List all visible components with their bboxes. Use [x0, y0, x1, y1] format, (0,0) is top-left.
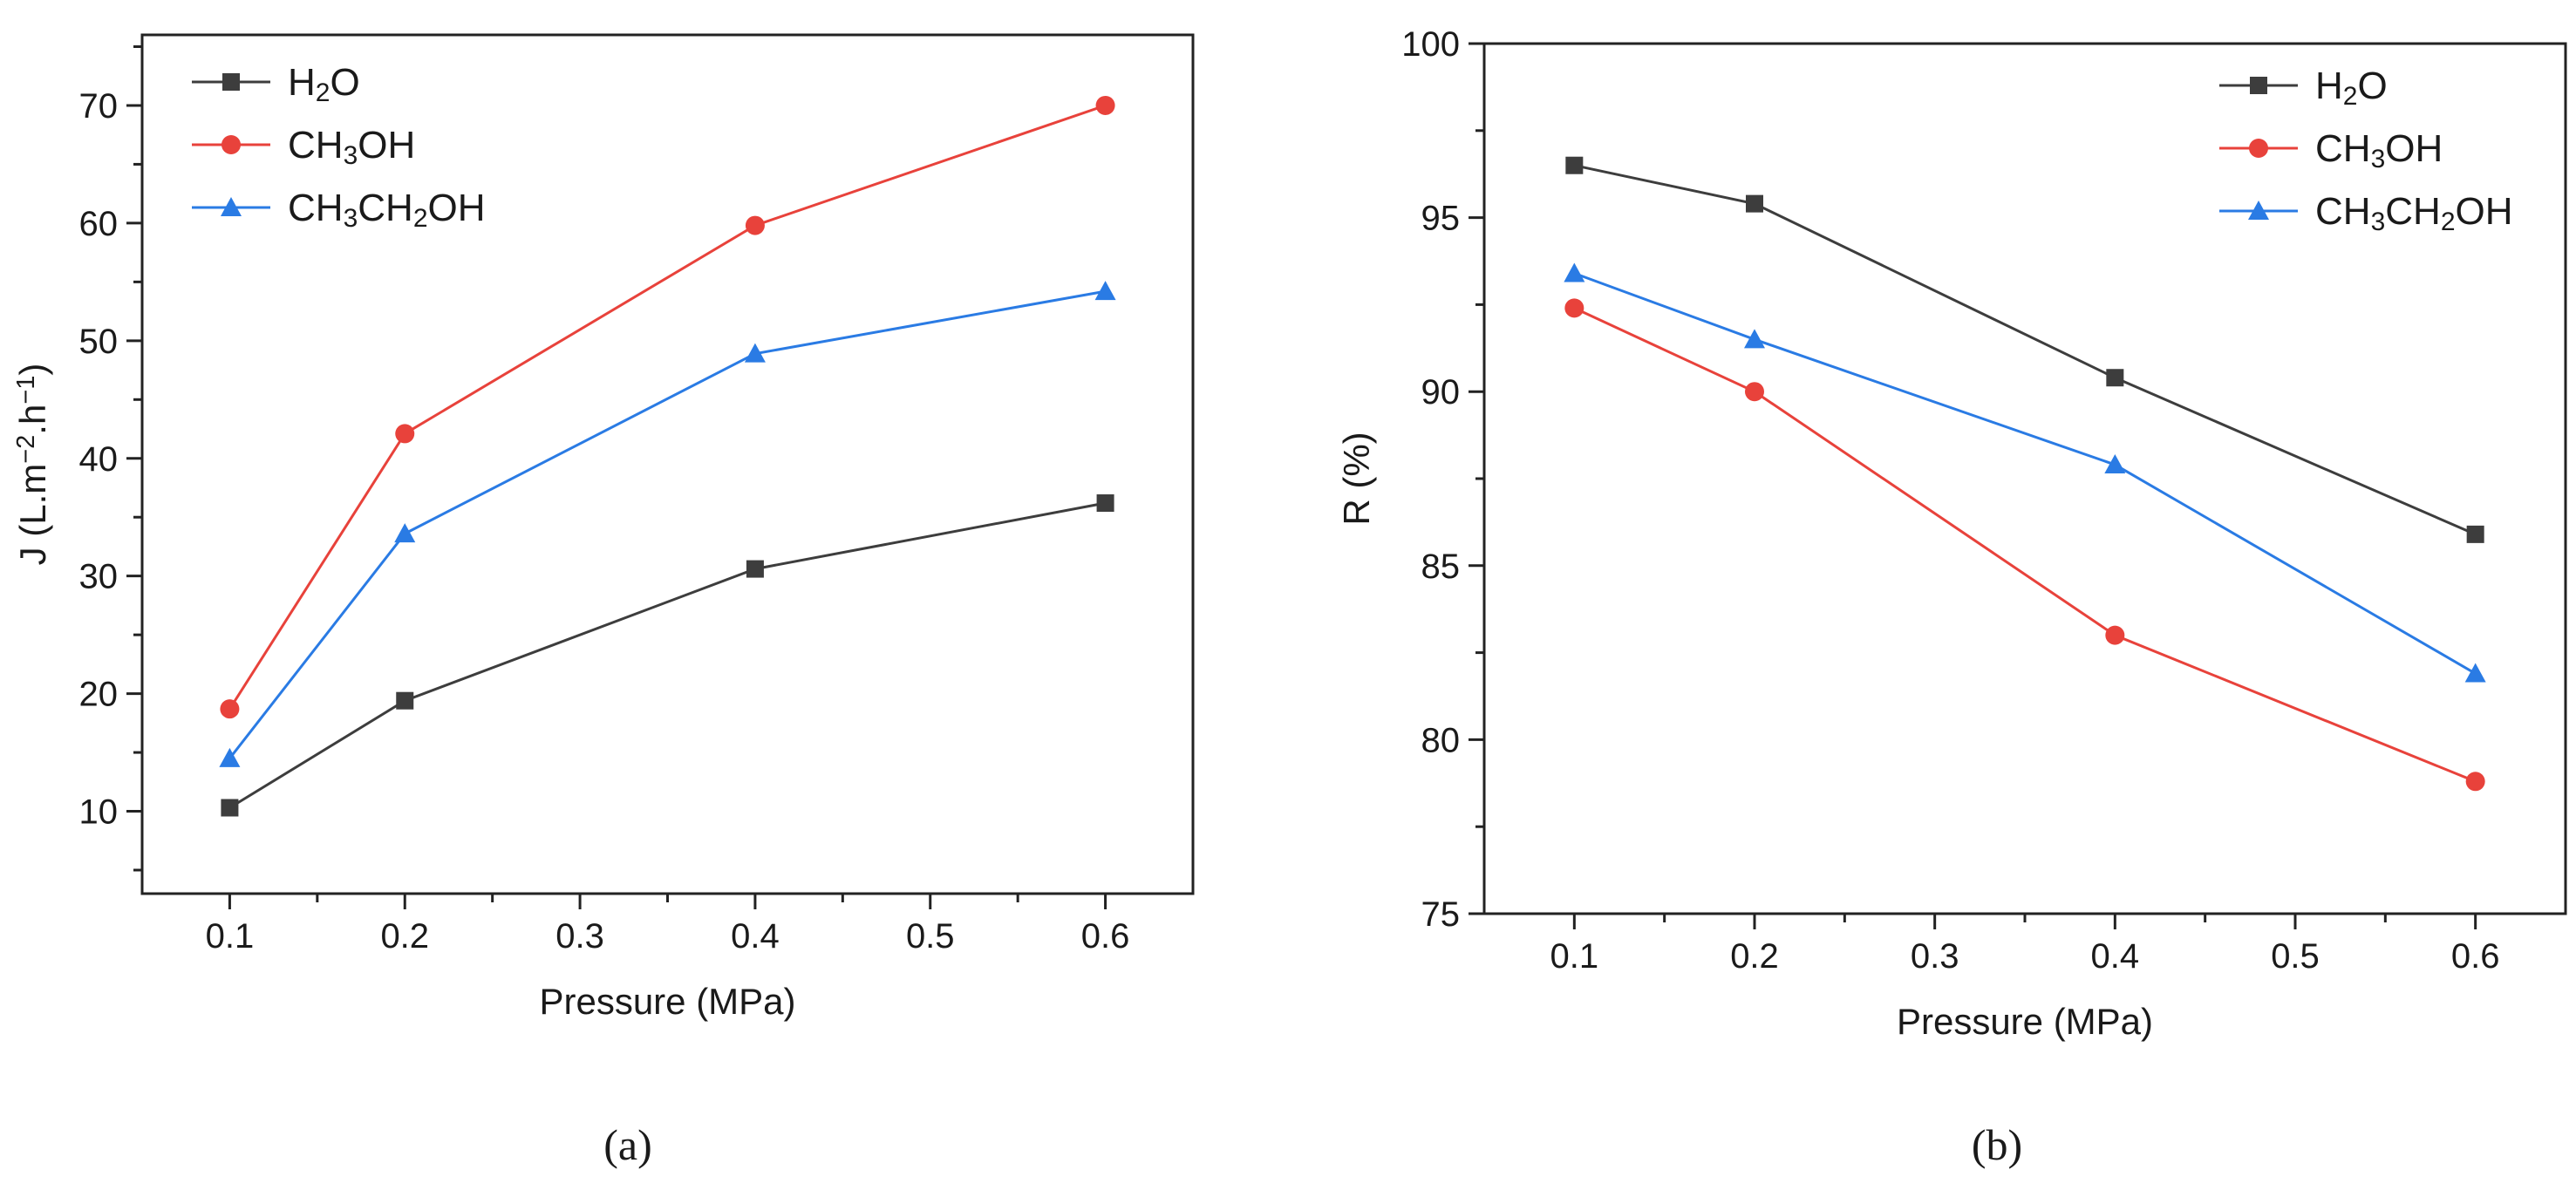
x-axis-title: Pressure (MPa) — [1897, 1001, 2153, 1042]
data-point — [219, 747, 241, 767]
legend-label: CH3OH — [2315, 127, 2443, 173]
data-point — [395, 424, 415, 444]
chart-panel-a: 0.1 0.2 0.3 0.4 0.5 0.6 10 20 30 40 50 60 70 H2O CH3OH… — [12, 33, 1195, 1169]
y-tick-label: 50 — [79, 323, 119, 361]
x-tick-label: 0.6 — [2451, 937, 2500, 976]
y-tick-label: 10 — [79, 793, 119, 832]
data-point — [220, 699, 240, 719]
legend-entry: H2O — [2219, 65, 2388, 111]
plot-frame — [1482, 42, 2567, 915]
y-tick-label: 90 — [1421, 373, 1461, 412]
y-tick-label: 20 — [79, 676, 119, 714]
x-tick-label: 0.6 — [1081, 917, 1130, 956]
legend-label: H2O — [2315, 65, 2388, 111]
y-tick-label: 75 — [1421, 895, 1461, 934]
data-point — [1744, 329, 1765, 349]
data-point — [745, 215, 765, 235]
data-point — [1564, 298, 1584, 318]
data-point — [746, 560, 764, 578]
chart-panel-b: 0.1 0.2 0.3 0.4 0.5 0.6 75 80 85 90 95 100 H2O CH3OH C… — [1336, 25, 2567, 1169]
legend-label: CH3CH2OH — [288, 187, 486, 233]
y-tick-label: 60 — [79, 205, 119, 243]
y-axis-title: R (%) — [1336, 432, 1377, 525]
data-point — [221, 799, 239, 817]
data-point — [1094, 281, 1116, 301]
x-tick-label: 0.5 — [906, 917, 955, 956]
y-tick-label: 70 — [79, 87, 119, 126]
y-tick-label: 85 — [1421, 548, 1461, 586]
x-tick-label: 0.5 — [2271, 937, 2320, 976]
x-tick-label: 0.3 — [1911, 937, 1959, 976]
data-point — [1564, 262, 1585, 282]
x-tick-label: 0.4 — [2091, 937, 2140, 976]
legend-label: H2O — [288, 61, 360, 107]
legend-label: CH3OH — [288, 124, 415, 170]
x-tick-label: 0.4 — [731, 917, 780, 956]
legend-marker — [2249, 139, 2268, 158]
x-tick-label: 0.3 — [555, 917, 604, 956]
series-line-2 — [1573, 307, 2477, 783]
data-point — [2106, 369, 2124, 387]
data-point — [1095, 95, 1115, 115]
legend-marker — [222, 73, 240, 91]
x-tick-label: 0.1 — [206, 917, 255, 956]
legend-marker — [2248, 201, 2269, 220]
x-tick-label: 0.1 — [1550, 937, 1599, 976]
series-line-2 — [228, 104, 1107, 710]
data-point — [2465, 772, 2485, 792]
data-point — [1746, 194, 1763, 213]
y-tick-label: 80 — [1421, 721, 1461, 759]
data-point — [1096, 494, 1114, 513]
y-tick-label: 40 — [79, 440, 119, 479]
series-line-3 — [228, 289, 1106, 759]
data-point — [396, 691, 414, 710]
data-point — [2466, 525, 2484, 543]
panel-label: (b) — [1972, 1120, 2022, 1169]
x-axis-title: Pressure (MPa) — [539, 981, 795, 1022]
y-tick-label: 95 — [1421, 200, 1461, 238]
data-point — [2104, 454, 2126, 474]
legend-marker — [221, 197, 242, 216]
data-point — [1745, 382, 1764, 402]
data-point — [1565, 156, 1584, 174]
y-tick-label: 100 — [1401, 25, 1460, 64]
panel-label: (a) — [603, 1120, 652, 1169]
legend-entry: CH3CH2OH — [192, 187, 486, 233]
legend-marker — [2250, 77, 2267, 94]
y-axis-title: J (L.m−2.h−1) — [12, 364, 53, 566]
series-line-1 — [228, 501, 1106, 809]
series-line-1 — [1574, 164, 2477, 536]
legend-entry: H2O — [192, 61, 360, 107]
legend-label: CH3CH2OH — [2315, 190, 2513, 236]
legend-entry: CH3OH — [2219, 127, 2443, 173]
legend-entry: CH3CH2OH — [2219, 190, 2513, 236]
legend-entry: CH3OH — [192, 124, 415, 170]
x-tick-label: 0.2 — [380, 917, 429, 956]
series-line-3 — [1573, 272, 2477, 675]
data-point — [394, 523, 416, 543]
data-point — [2464, 663, 2486, 683]
data-point — [744, 343, 766, 363]
y-tick-label: 30 — [79, 558, 119, 596]
data-point — [2105, 625, 2125, 645]
x-tick-label: 0.2 — [1730, 937, 1779, 976]
legend-marker — [221, 135, 241, 154]
